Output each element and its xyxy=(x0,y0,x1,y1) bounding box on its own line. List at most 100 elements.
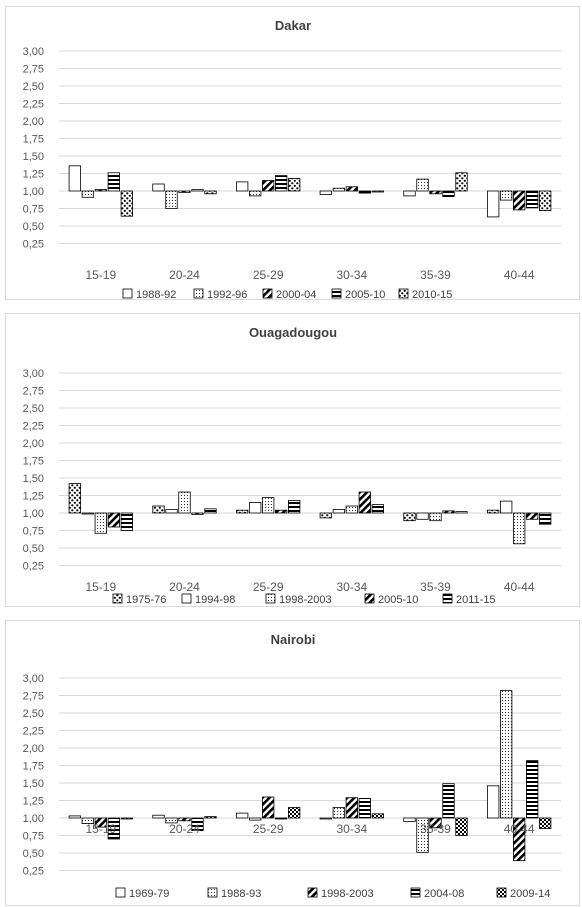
bar-1969-79-40-44 xyxy=(487,785,500,819)
bar-1998-2003-15-19 xyxy=(94,512,107,534)
bar-2009-14-15-19 xyxy=(120,817,133,820)
y-tick-label: 2,00 xyxy=(23,743,44,755)
bar-2009-14-35-39 xyxy=(455,817,468,836)
legend-label-1998-2003: 1998-2003 xyxy=(279,594,332,606)
bar-2005-10-20-24 xyxy=(191,189,204,192)
legend-swatch-2010-15 xyxy=(398,288,409,299)
x-category-label: 20-24 xyxy=(169,822,200,836)
x-category-label: 15-19 xyxy=(85,268,116,282)
bar-1994-98-25-29 xyxy=(249,502,262,514)
legend-label-1975-76: 1975-76 xyxy=(126,594,166,606)
x-category-label: 25-29 xyxy=(253,268,284,282)
bar-1975-76-25-29 xyxy=(236,509,249,514)
bar-1992-96-35-39 xyxy=(416,178,429,192)
bar-1994-98-20-24 xyxy=(165,509,178,514)
bar-1988-93-30-34 xyxy=(332,807,345,819)
y-tick-label: 0,25 xyxy=(23,866,44,878)
legend-swatch-1988-93 xyxy=(207,887,218,898)
bar-2011-15-40-44 xyxy=(539,512,552,525)
x-category-label: 20-24 xyxy=(169,268,200,282)
bar-1998-2003-20-24 xyxy=(178,817,191,822)
x-category-label: 35-39 xyxy=(420,822,451,836)
y-tick-label: 1,50 xyxy=(23,473,44,485)
y-tick-label: 3,00 xyxy=(23,368,44,380)
bar-1994-98-15-19 xyxy=(81,512,94,515)
bar-1998-2003-40-44 xyxy=(513,512,526,545)
bar-1969-79-15-19 xyxy=(68,815,81,819)
legend-swatch-1998-2003 xyxy=(265,593,276,604)
chart-ouagadougou: Ouagadougou 3,00 2,75 2,50 2,25 2,00 1,75 1,50 1… xyxy=(23,325,561,606)
y-tick-label: 1,25 xyxy=(23,796,44,808)
y-tick-label: 0,75 xyxy=(23,526,44,538)
legend-label-2009-14: 2009-14 xyxy=(510,888,550,900)
y-tick-label: 2,50 xyxy=(23,708,44,720)
bar-1998-2003-35-39 xyxy=(429,817,442,829)
x-category-label: 40-44 xyxy=(504,268,535,282)
bar-2005-10-15-19 xyxy=(107,172,120,192)
bar-1998-2003-15-19 xyxy=(94,817,107,828)
legend-swatch-2000-04 xyxy=(262,288,273,299)
x-category-label: 40-44 xyxy=(504,580,535,594)
bar-1994-98-35-39 xyxy=(416,512,429,520)
bar-1992-96-15-19 xyxy=(81,190,94,198)
y-tick-label: 1,00 xyxy=(23,813,44,825)
y-tick-label: 1,00 xyxy=(23,186,44,198)
y-tick-label: 1,50 xyxy=(23,778,44,790)
legend-label-2000-04: 2000-04 xyxy=(276,289,316,301)
y-tick-label: 0,75 xyxy=(23,204,44,216)
bar-1975-76-15-19 xyxy=(68,483,81,514)
y-tick-label: 1,50 xyxy=(23,151,44,163)
y-tick-label: 2,00 xyxy=(23,438,44,450)
bar-2005-10-15-19 xyxy=(107,512,120,528)
chart-dakar: Dakar 3,00 2,75 2,50 2,25 2,00 1,75 1,50 1,25 1,0… xyxy=(23,18,561,301)
x-category-label: 40-44 xyxy=(504,822,535,836)
bar-2009-14-40-44 xyxy=(539,817,552,829)
x-category-label: 35-39 xyxy=(420,268,451,282)
bar-2000-04-20-24 xyxy=(178,190,191,193)
legend-label-1988-92: 1988-92 xyxy=(136,289,176,301)
legend-label-2011-15: 2011-15 xyxy=(456,594,496,606)
legend-label-2004-08: 2004-08 xyxy=(424,888,464,900)
x-category-label: 35-39 xyxy=(420,580,451,594)
bar-1994-98-30-34 xyxy=(332,509,345,514)
legend-swatch-2011-15 xyxy=(442,593,453,604)
legend-label-1992-96: 1992-96 xyxy=(207,289,247,301)
y-tick-label: 1,75 xyxy=(23,761,44,773)
bar-2000-04-35-39 xyxy=(429,190,442,195)
y-tick-label: 2,25 xyxy=(23,421,44,433)
legend-label-2005-10: 2005-10 xyxy=(378,594,418,606)
y-tick-label: 2,50 xyxy=(23,81,44,93)
chart-nairobi: Nairobi 3,00 2,75 2,50 2,25 2,00 1,75 1,50 1,25 1… xyxy=(23,632,561,900)
legend-swatch-1988-92 xyxy=(122,288,133,299)
y-tick-label: 0,50 xyxy=(23,221,44,233)
bar-2004-08-15-19 xyxy=(107,817,120,840)
legend-swatch-1992-96 xyxy=(193,288,204,299)
legend-label-2005-10: 2005-10 xyxy=(345,289,385,301)
bar-1994-98-40-44 xyxy=(500,500,513,514)
bar-2010-15-15-19 xyxy=(120,190,133,217)
y-tick-label: 2,25 xyxy=(23,726,44,738)
chart-title: Nairobi xyxy=(271,632,316,647)
bar-2000-04-15-19 xyxy=(94,189,107,192)
bar-1998-2003-35-39 xyxy=(429,512,442,522)
y-tick-label: 1,75 xyxy=(23,134,44,146)
bar-1975-76-35-39 xyxy=(403,512,416,522)
chart-panel-dakar: Dakar 3,00 2,75 2,50 2,25 2,00 1,75 1,50 1,25 1,0… xyxy=(5,6,580,301)
bar-2000-04-30-34 xyxy=(345,186,358,192)
bar-2011-15-30-34 xyxy=(371,504,384,514)
bar-2009-14-30-34 xyxy=(371,813,384,819)
bar-1992-96-30-34 xyxy=(332,187,345,192)
y-tick-label: 2,75 xyxy=(23,691,44,703)
bar-1975-76-30-34 xyxy=(319,512,332,519)
chart-title: Dakar xyxy=(275,18,311,33)
bar-1998-2003-25-29 xyxy=(262,796,275,819)
bar-1988-92-15-19 xyxy=(68,165,81,192)
legend-swatch-2005-10 xyxy=(364,593,375,604)
bar-1992-96-40-44 xyxy=(500,190,513,201)
legend-swatch-2004-08 xyxy=(410,887,421,898)
bar-2004-08-20-24 xyxy=(191,817,204,831)
y-tick-label: 2,50 xyxy=(23,403,44,415)
bar-2005-10-20-24 xyxy=(191,512,204,515)
bar-2009-14-25-29 xyxy=(288,807,301,819)
bar-2005-10-25-29 xyxy=(275,509,288,514)
